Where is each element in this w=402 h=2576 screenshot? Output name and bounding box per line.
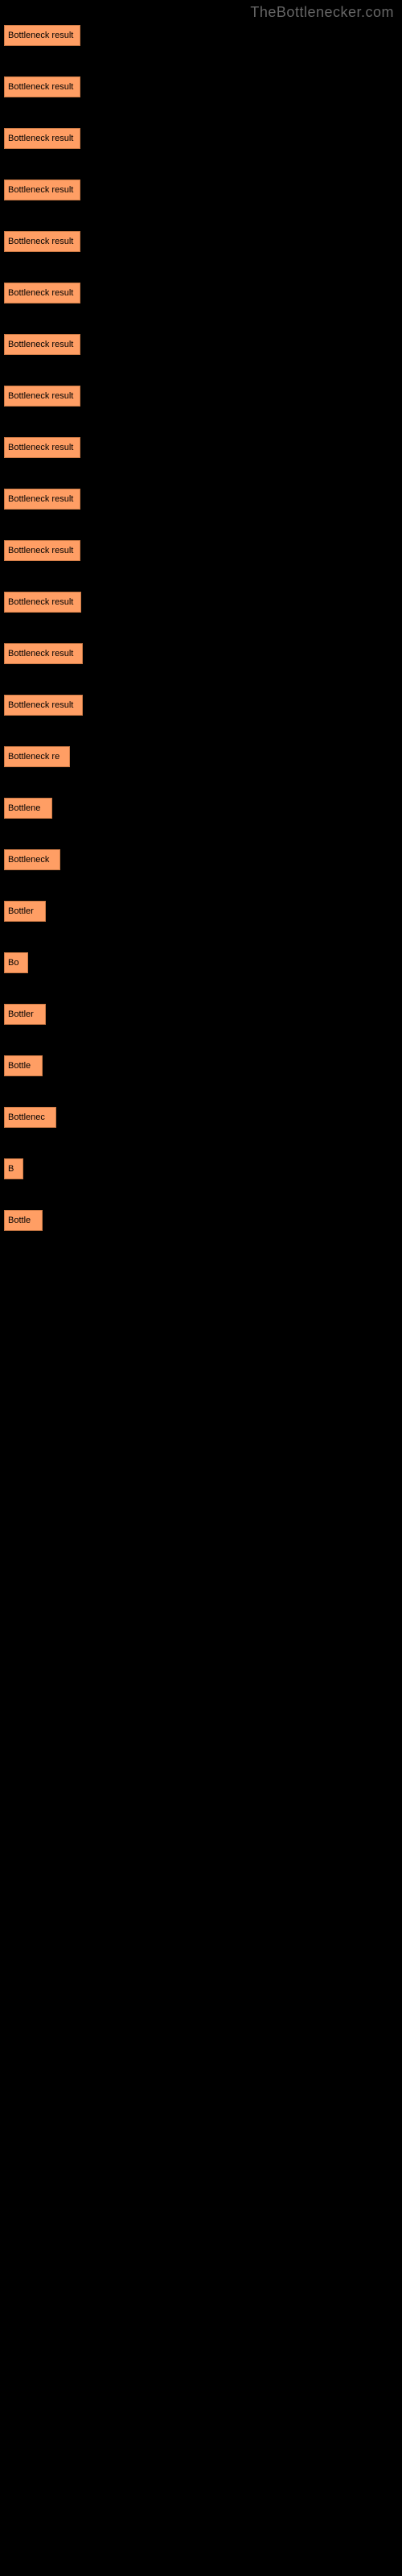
bar-row: Bottleneck result xyxy=(4,489,398,510)
chart-bar: Bottleneck result xyxy=(4,643,83,664)
chart-bar: Bottleneck result xyxy=(4,76,80,97)
chart-bar: Bottleneck result xyxy=(4,695,83,716)
bar-row: Bottleneck result xyxy=(4,540,398,561)
chart-bar: Bottler xyxy=(4,901,46,922)
bar-row: Bottleneck result xyxy=(4,283,398,303)
bar-chart: Bottleneck result Bottleneck result Bottle… xyxy=(0,25,402,1231)
bar-row: Bottleneck result xyxy=(4,25,398,46)
chart-bar: Bottleneck result xyxy=(4,540,80,561)
bar-row: Bottle xyxy=(4,1210,398,1231)
chart-bar: Bottle xyxy=(4,1210,43,1231)
chart-bar: Bottleneck xyxy=(4,849,60,870)
chart-bar: Bottleneck re xyxy=(4,746,70,767)
bar-row: Bottleneck result xyxy=(4,386,398,407)
bar-row: Bottleneck result xyxy=(4,128,398,149)
bar-row: Bottleneck result xyxy=(4,334,398,355)
chart-bar: Bottlene xyxy=(4,798,52,819)
bar-row: B xyxy=(4,1158,398,1179)
bar-row: Bottlenec xyxy=(4,1107,398,1128)
chart-bar: Bottleneck result xyxy=(4,437,80,458)
chart-bar: Bottlenec xyxy=(4,1107,56,1128)
chart-bar: B xyxy=(4,1158,23,1179)
bar-row: Bottler xyxy=(4,1004,398,1025)
bar-row: Bottleneck result xyxy=(4,180,398,200)
chart-bar: Bottleneck result xyxy=(4,283,80,303)
chart-bar: Bottleneck result xyxy=(4,592,81,613)
watermark-text: TheBottlenecker.com xyxy=(0,0,402,25)
chart-bar: Bottleneck result xyxy=(4,386,80,407)
bar-row: Bottleneck result xyxy=(4,643,398,664)
chart-bar: Bo xyxy=(4,952,28,973)
bar-row: Bo xyxy=(4,952,398,973)
chart-bar: Bottleneck result xyxy=(4,231,80,252)
chart-bar: Bottleneck result xyxy=(4,128,80,149)
chart-bar: Bottleneck result xyxy=(4,25,80,46)
bar-row: Bottler xyxy=(4,901,398,922)
bar-row: Bottleneck re xyxy=(4,746,398,767)
chart-bar: Bottleneck result xyxy=(4,489,80,510)
bar-row: Bottleneck result xyxy=(4,437,398,458)
bar-row: Bottle xyxy=(4,1055,398,1076)
bar-row: Bottleneck result xyxy=(4,76,398,97)
chart-bar: Bottleneck result xyxy=(4,334,80,355)
bar-row: Bottleneck xyxy=(4,849,398,870)
bar-row: Bottleneck result xyxy=(4,592,398,613)
bar-row: Bottlene xyxy=(4,798,398,819)
bar-row: Bottleneck result xyxy=(4,231,398,252)
chart-bar: Bottleneck result xyxy=(4,180,80,200)
bar-row: Bottleneck result xyxy=(4,695,398,716)
chart-bar: Bottler xyxy=(4,1004,46,1025)
chart-bar: Bottle xyxy=(4,1055,43,1076)
